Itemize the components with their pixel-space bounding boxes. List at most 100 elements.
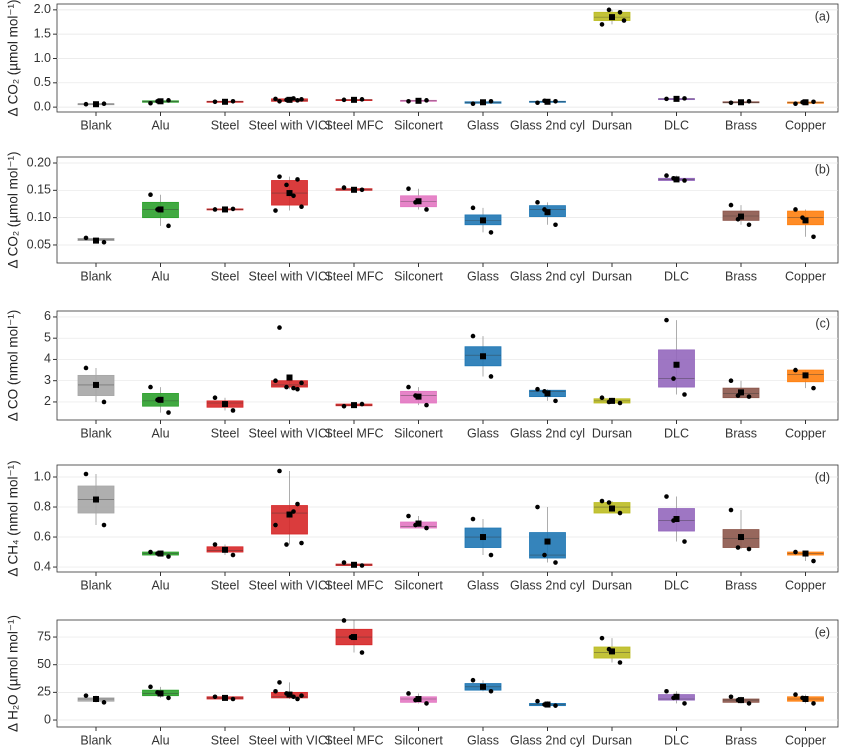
point xyxy=(599,635,605,641)
point xyxy=(101,239,107,245)
panel-frame xyxy=(56,619,839,728)
x-tick-label: Steel with VICI xyxy=(249,578,331,592)
point xyxy=(728,378,734,383)
mean xyxy=(415,696,422,703)
panel-frame xyxy=(56,464,839,573)
point xyxy=(535,504,540,510)
point xyxy=(359,97,365,102)
x-tick-label: Glass xyxy=(467,118,499,132)
point xyxy=(617,400,623,406)
mean xyxy=(802,372,809,379)
y-tick-label: 1.0 xyxy=(34,51,51,65)
x-tick-label: Blank xyxy=(80,578,112,592)
mean xyxy=(286,190,293,197)
point xyxy=(811,99,816,105)
point xyxy=(230,696,236,702)
mean xyxy=(802,550,809,557)
point xyxy=(470,333,476,339)
mean xyxy=(286,96,293,103)
mean xyxy=(222,98,228,105)
x-tick-label: Steel with VICI xyxy=(249,269,331,283)
point xyxy=(682,96,687,101)
point xyxy=(728,507,734,513)
panel-label: (a) xyxy=(815,9,830,23)
y-tick-label: 0.8 xyxy=(34,499,51,513)
point xyxy=(406,384,411,390)
point xyxy=(406,691,411,696)
x-tick-label: Glass xyxy=(467,578,499,592)
mean xyxy=(673,95,680,102)
x-tick-label: Copper xyxy=(785,269,826,283)
mean xyxy=(738,99,744,106)
point xyxy=(599,395,605,400)
x-tick-label: Copper xyxy=(785,118,826,132)
x-tick-label: Steel with VICI xyxy=(249,118,331,132)
point xyxy=(359,187,365,193)
point xyxy=(746,394,752,399)
point xyxy=(682,392,687,397)
mean xyxy=(286,374,293,381)
x-tick-label: Steel MFC xyxy=(324,118,383,132)
point xyxy=(728,202,734,208)
x-tick-label: Steel xyxy=(211,426,240,440)
y-axis-title: Δ CH₄ (nmol mol⁻¹) xyxy=(6,460,21,576)
x-tick-label: Glass 2nd cyl xyxy=(510,578,585,592)
point xyxy=(299,204,304,210)
mean xyxy=(802,696,809,703)
mean xyxy=(93,381,99,388)
x-tick-label: Silconert xyxy=(394,733,443,747)
x-tick-label: Dursan xyxy=(592,269,632,283)
mean xyxy=(480,217,486,224)
mean xyxy=(673,361,680,368)
x-tick-label: Dursan xyxy=(592,118,632,132)
mean xyxy=(609,14,615,21)
x-tick-label: Dursan xyxy=(592,733,632,747)
point xyxy=(291,385,296,391)
mean xyxy=(480,534,486,541)
point xyxy=(406,186,411,191)
x-tick-label: Alu xyxy=(151,426,169,440)
x-tick-label: Steel MFC xyxy=(324,733,383,747)
x-tick-label: Steel xyxy=(211,733,240,747)
box xyxy=(529,532,566,559)
point xyxy=(295,696,300,702)
point xyxy=(277,468,282,474)
point xyxy=(811,558,816,564)
point xyxy=(617,510,623,516)
point xyxy=(664,688,669,694)
x-tick-label: Glass xyxy=(467,269,499,283)
point xyxy=(284,384,289,390)
x-tick-label: Brass xyxy=(725,426,757,440)
mean xyxy=(738,389,744,396)
y-tick-label: 25 xyxy=(37,685,51,699)
x-tick-label: DLC xyxy=(664,426,689,440)
point xyxy=(359,401,365,407)
x-tick-label: Copper xyxy=(785,733,826,747)
point xyxy=(284,542,289,547)
point xyxy=(101,700,107,705)
point xyxy=(212,694,218,700)
point xyxy=(811,385,816,391)
x-tick-label: Steel with VICI xyxy=(249,733,331,747)
point xyxy=(148,192,153,198)
mean xyxy=(351,634,357,641)
point xyxy=(83,365,89,371)
y-tick-label: 50 xyxy=(37,657,51,671)
mean xyxy=(222,401,228,408)
x-tick-label: Steel xyxy=(211,578,240,592)
mean xyxy=(673,516,680,523)
point xyxy=(671,376,676,381)
point xyxy=(273,378,278,383)
mean xyxy=(609,648,615,655)
x-tick-label: Alu xyxy=(151,578,169,592)
x-tick-label: Copper xyxy=(785,426,826,440)
point xyxy=(148,100,153,106)
point xyxy=(212,207,218,212)
y-tick-label: 0.15 xyxy=(27,183,51,197)
point xyxy=(166,554,171,559)
point xyxy=(535,100,540,106)
point xyxy=(212,395,218,400)
point xyxy=(553,98,558,104)
point xyxy=(299,540,304,546)
